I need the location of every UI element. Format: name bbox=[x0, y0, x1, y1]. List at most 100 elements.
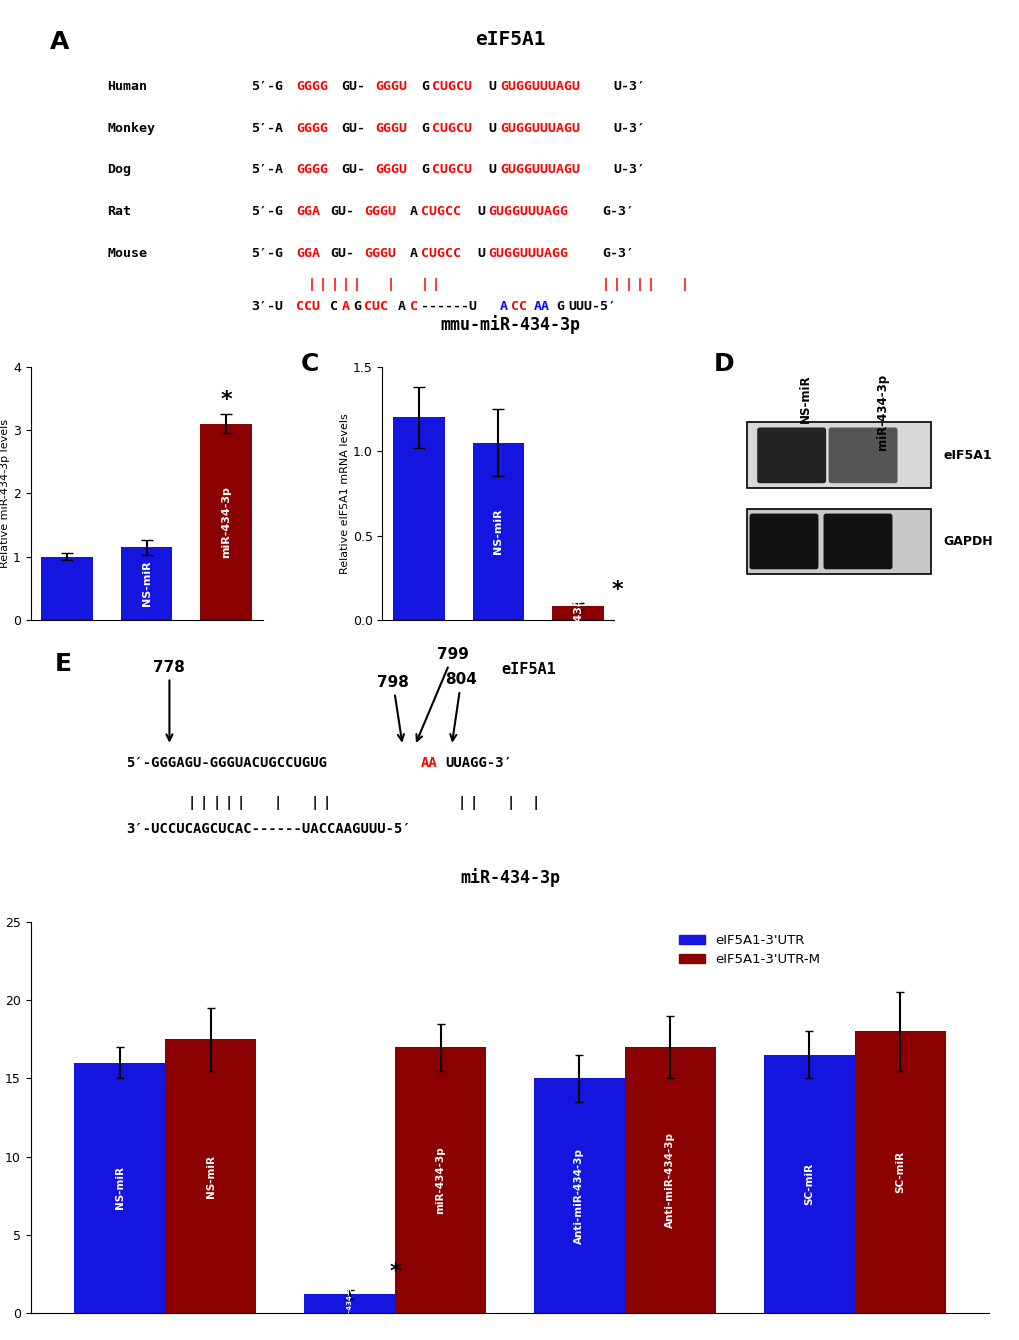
Text: |: | bbox=[353, 277, 361, 291]
Text: G: G bbox=[556, 300, 565, 314]
Y-axis label: Relative eIF5A1 mRNA levels: Relative eIF5A1 mRNA levels bbox=[339, 413, 350, 574]
FancyBboxPatch shape bbox=[756, 427, 825, 484]
Text: G: G bbox=[421, 163, 428, 177]
Text: |: | bbox=[224, 796, 232, 811]
Text: Rat: Rat bbox=[107, 205, 131, 218]
Text: G: G bbox=[421, 79, 428, 92]
Text: AA: AA bbox=[533, 300, 549, 314]
Text: U: U bbox=[477, 205, 485, 218]
Text: 799: 799 bbox=[416, 647, 469, 741]
Bar bbox=[74, 1063, 165, 1313]
Text: |: | bbox=[200, 796, 208, 811]
Text: U: U bbox=[477, 248, 485, 260]
Text: U: U bbox=[488, 163, 496, 177]
Text: |: | bbox=[421, 277, 428, 291]
Text: 798: 798 bbox=[377, 675, 409, 741]
Text: GGA: GGA bbox=[297, 248, 320, 260]
Text: NS-miR: NS-miR bbox=[493, 508, 503, 555]
Text: GU-: GU- bbox=[341, 79, 365, 92]
Text: |: | bbox=[506, 796, 515, 811]
Text: |: | bbox=[319, 277, 327, 291]
Bar bbox=[625, 1047, 715, 1313]
Text: U-3′: U-3′ bbox=[612, 79, 645, 92]
Bar bbox=[394, 1047, 486, 1313]
Bar bbox=[746, 422, 929, 488]
Text: 3′-U: 3′-U bbox=[251, 300, 283, 314]
Text: CUGCC: CUGCC bbox=[421, 248, 461, 260]
Text: 804: 804 bbox=[445, 673, 477, 741]
Text: |: | bbox=[386, 277, 394, 291]
Text: GGGG: GGGG bbox=[297, 79, 328, 92]
FancyBboxPatch shape bbox=[827, 427, 897, 484]
Text: U: U bbox=[488, 79, 496, 92]
Text: A: A bbox=[409, 248, 417, 260]
Text: U: U bbox=[488, 122, 496, 134]
Text: 5′-A: 5′-A bbox=[251, 163, 283, 177]
Text: |: | bbox=[323, 796, 331, 811]
Text: CUGCU: CUGCU bbox=[432, 122, 472, 134]
Text: 5′-GGGAGU-GGGUACUGCCUGUG: 5′-GGGAGU-GGGUACUGCCUGUG bbox=[126, 756, 327, 769]
Text: |: | bbox=[273, 796, 282, 811]
Text: |: | bbox=[308, 277, 316, 291]
Text: Mouse: Mouse bbox=[107, 248, 147, 260]
Text: D: D bbox=[713, 351, 734, 375]
Text: miR-434-3p: miR-434-3p bbox=[221, 486, 231, 557]
Text: CUGCU: CUGCU bbox=[432, 79, 472, 92]
Text: |: | bbox=[470, 796, 478, 811]
Text: miR-434-3p: miR-434-3p bbox=[346, 1281, 353, 1327]
Text: C: C bbox=[301, 351, 319, 375]
Bar bbox=[551, 607, 603, 620]
Text: NS-miR: NS-miR bbox=[114, 1167, 124, 1210]
Text: A: A bbox=[499, 300, 507, 314]
Bar bbox=[472, 442, 524, 620]
Text: GU-: GU- bbox=[330, 205, 354, 218]
Text: GGGU: GGGU bbox=[375, 79, 408, 92]
Text: GUGGUUUAGG: GUGGUUUAGG bbox=[488, 205, 569, 218]
Text: eIF5A1: eIF5A1 bbox=[474, 29, 545, 48]
Text: UUU-5′: UUU-5′ bbox=[568, 300, 615, 314]
Bar bbox=[763, 1055, 854, 1313]
Text: |: | bbox=[187, 796, 196, 811]
Text: U-3′: U-3′ bbox=[612, 122, 645, 134]
Text: GAPDH: GAPDH bbox=[943, 535, 993, 548]
Text: 5′-G: 5′-G bbox=[251, 248, 283, 260]
Text: |: | bbox=[330, 277, 338, 291]
Text: GGA: GGA bbox=[297, 205, 320, 218]
Bar bbox=[392, 417, 444, 620]
Text: |: | bbox=[531, 796, 539, 811]
Bar bbox=[533, 1079, 625, 1313]
Text: |: | bbox=[310, 796, 319, 811]
Text: 5′-A: 5′-A bbox=[251, 122, 283, 134]
Text: CCU: CCU bbox=[297, 300, 320, 314]
Legend: eIF5A1-3'UTR, eIF5A1-3'UTR-M: eIF5A1-3'UTR, eIF5A1-3'UTR-M bbox=[673, 929, 825, 971]
Text: |: | bbox=[624, 277, 632, 291]
Text: GUGGUUUAGG: GUGGUUUAGG bbox=[488, 248, 569, 260]
Text: |: | bbox=[341, 277, 350, 291]
Text: *: * bbox=[611, 580, 623, 600]
Text: NS-miR: NS-miR bbox=[206, 1155, 215, 1198]
Text: |: | bbox=[646, 277, 654, 291]
Text: C: C bbox=[330, 300, 338, 314]
Text: GGGU: GGGU bbox=[364, 248, 395, 260]
Text: A: A bbox=[397, 300, 406, 314]
Text: CUGCU: CUGCU bbox=[432, 163, 472, 177]
Text: |: | bbox=[681, 277, 689, 291]
Bar bbox=[41, 556, 93, 620]
Text: |: | bbox=[212, 796, 220, 811]
Text: G: G bbox=[353, 300, 361, 314]
Text: SC-miR: SC-miR bbox=[804, 1163, 813, 1205]
Text: Dog: Dog bbox=[107, 163, 131, 177]
Bar bbox=[746, 508, 929, 575]
Text: GU-: GU- bbox=[330, 248, 354, 260]
Text: ------U: ------U bbox=[421, 300, 476, 314]
Bar bbox=[854, 1032, 945, 1313]
Text: GGGG: GGGG bbox=[297, 122, 328, 134]
Text: mmu-miR-434-3p: mmu-miR-434-3p bbox=[439, 315, 580, 334]
Text: E: E bbox=[55, 653, 71, 675]
Text: 5′-G: 5′-G bbox=[251, 205, 283, 218]
Text: GUGGUUUAGU: GUGGUUUAGU bbox=[499, 122, 580, 134]
Y-axis label: Luciferase activity
(Fold induction to control): Luciferase activity (Fold induction to c… bbox=[0, 1037, 2, 1198]
Text: |: | bbox=[635, 277, 643, 291]
Text: NS-miR: NS-miR bbox=[799, 374, 811, 423]
Text: |: | bbox=[458, 796, 466, 811]
